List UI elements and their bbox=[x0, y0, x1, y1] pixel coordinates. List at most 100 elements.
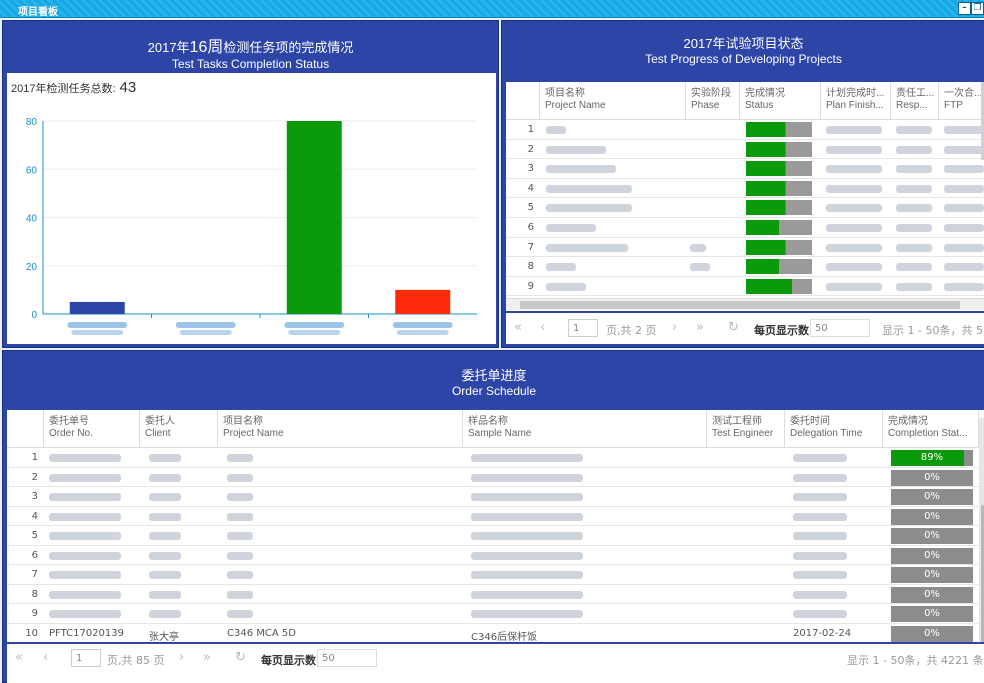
redacted-cell bbox=[49, 512, 121, 521]
table-row[interactable]: 2 bbox=[506, 140, 984, 160]
tasks-chart-area: 2017年检测任务总数: 43 0 20 40 60 80 bbox=[7, 73, 496, 344]
table-row[interactable]: 9 bbox=[506, 277, 984, 297]
col-project-name[interactable]: 项目名称 Project Name bbox=[540, 82, 686, 120]
order-panel-title-en: Order Schedule bbox=[451, 384, 537, 398]
progress-panel: 2017年试验项目状态 Test Progress of Developing … bbox=[501, 20, 984, 348]
table-row[interactable]: 2 0% bbox=[7, 468, 984, 488]
completion-progress-bar: 0% bbox=[891, 606, 973, 622]
col-order-no[interactable]: 委托单号 Order No. bbox=[44, 410, 140, 448]
redacted-cell bbox=[944, 243, 984, 252]
row-number: 5 bbox=[527, 202, 534, 214]
completion-percent: 0% bbox=[924, 510, 940, 522]
redacted-cell bbox=[149, 454, 181, 462]
table-row[interactable]: 1 89% bbox=[7, 448, 984, 468]
bar[interactable] bbox=[395, 289, 451, 314]
redacted-cell bbox=[471, 454, 583, 462]
completion-progress-bar: 0% bbox=[891, 508, 973, 525]
completion-progress-bar: 0% bbox=[891, 547, 973, 564]
prev-page-icon[interactable]: ‹ bbox=[43, 650, 49, 665]
redacted-cell bbox=[896, 243, 932, 252]
completion-progress-bar: 0% bbox=[891, 567, 973, 583]
last-page-icon[interactable]: » bbox=[696, 320, 704, 335]
bar[interactable] bbox=[286, 121, 342, 314]
col-phase[interactable]: 实验阶段 Phase bbox=[686, 82, 740, 120]
col-ftp[interactable]: 一次合... FTP bbox=[939, 82, 984, 120]
redacted-cell bbox=[793, 551, 847, 560]
redacted-cell bbox=[944, 184, 984, 193]
table-row[interactable]: 8 bbox=[506, 257, 984, 277]
cell-sample: C346后保杆饭 bbox=[471, 631, 538, 643]
redacted-project-name bbox=[546, 126, 566, 134]
redacted-cell bbox=[49, 454, 121, 462]
table-row[interactable]: 3 bbox=[506, 159, 984, 179]
first-page-icon[interactable]: « bbox=[514, 320, 522, 335]
redacted-project-name bbox=[546, 263, 576, 272]
minimize-icon[interactable]: – bbox=[958, 2, 971, 15]
pager-summary: 显示 1 - 50条，共 4221 条 bbox=[847, 654, 984, 667]
page-number-input[interactable]: 1 bbox=[568, 319, 598, 337]
refresh-icon[interactable]: ↻ bbox=[235, 650, 246, 665]
status-progress-bar bbox=[746, 161, 812, 177]
task-total-value: 43 bbox=[119, 79, 137, 96]
col-sample-name[interactable]: 样品名称 Sample Name bbox=[463, 410, 707, 448]
redacted-cell bbox=[896, 224, 932, 232]
redacted-cell bbox=[149, 473, 181, 482]
progress-hscrollbar[interactable] bbox=[506, 298, 984, 310]
redacted-cell bbox=[149, 590, 181, 599]
prev-page-icon[interactable]: ‹ bbox=[540, 320, 546, 335]
status-progress-bar bbox=[746, 278, 812, 294]
next-page-icon[interactable]: › bbox=[179, 650, 185, 665]
col-status[interactable]: 完成情况 Status bbox=[740, 82, 821, 120]
redacted-cell bbox=[49, 532, 121, 540]
page-number-input[interactable]: 1 bbox=[71, 649, 101, 667]
table-row[interactable]: 5 0% bbox=[7, 526, 984, 546]
next-page-icon[interactable]: › bbox=[672, 320, 678, 335]
col-client[interactable]: 委托人 Client bbox=[140, 410, 218, 448]
progress-vscroll-thumb[interactable] bbox=[981, 82, 984, 160]
completion-progress-bar: 0% bbox=[891, 469, 973, 486]
col-project-name[interactable]: 项目名称 Project Name bbox=[218, 410, 463, 448]
table-row[interactable]: 5 bbox=[506, 198, 984, 218]
table-row[interactable]: 6 0% bbox=[7, 546, 984, 566]
table-row[interactable]: 4 0% bbox=[7, 507, 984, 527]
table-row[interactable]: 1 bbox=[506, 120, 984, 140]
last-page-icon[interactable]: » bbox=[203, 650, 211, 665]
order-grid-header: 委托单号 Order No. 委托人 Client 项目名称 Project Name… bbox=[7, 410, 984, 448]
col-delegation-time[interactable]: 委托时间 Delegation Time bbox=[785, 410, 883, 448]
page-size-input[interactable]: 50 bbox=[317, 649, 377, 667]
table-row[interactable]: 10 PFTC17020139 张大亭 C346 MCA 5D C346后保杆饭 2017… bbox=[7, 624, 984, 643]
restore-icon[interactable]: ❐ bbox=[971, 2, 984, 15]
row-number: 7 bbox=[31, 569, 38, 580]
col-test-engineer[interactable]: 测试工程师 Test Engineer bbox=[707, 410, 785, 448]
table-row[interactable]: 7 0% bbox=[7, 565, 984, 585]
progress-hscroll-thumb[interactable] bbox=[520, 301, 960, 309]
table-row[interactable]: 3 0% bbox=[7, 487, 984, 507]
tasks-panel-title-zh: 2017年16周检测任务项的完成情况 bbox=[147, 39, 354, 56]
col-plan-finish[interactable]: 计划完成时... Plan Finish... bbox=[821, 82, 891, 120]
order-panel-title-zh: 委托单进度 bbox=[461, 368, 527, 383]
redacted-cell bbox=[227, 590, 253, 599]
bar[interactable] bbox=[69, 301, 125, 314]
refresh-icon[interactable]: ↻ bbox=[728, 320, 739, 335]
table-row[interactable]: 9 0% bbox=[7, 604, 984, 624]
redacted-cell bbox=[471, 512, 583, 521]
order-pager: « ‹ 1 页,共 85 页 › » ↻ 每页显示数: 50 显示 1 - 50… bbox=[7, 646, 984, 672]
first-page-icon[interactable]: « bbox=[15, 650, 23, 665]
table-row[interactable]: 6 bbox=[506, 218, 984, 238]
table-row[interactable]: 7 bbox=[506, 238, 984, 258]
col-completion-status[interactable]: 完成情况 Completion Stat... bbox=[883, 410, 979, 448]
window-titlebar: 项目看板 – ❐ bbox=[0, 0, 984, 18]
order-vscroll-thumb[interactable] bbox=[981, 505, 984, 642]
order-panel-header: 委托单进度 Order Schedule bbox=[3, 351, 984, 398]
page-size-input[interactable]: 50 bbox=[810, 319, 870, 337]
redacted-cell bbox=[149, 493, 181, 501]
progress-grid: 项目名称 Project Name 实验阶段 Phase 完成情况 Status 计划… bbox=[506, 82, 984, 311]
row-number: 8 bbox=[527, 261, 534, 273]
progress-panel-title-zh: 2017年试验项目状态 bbox=[683, 36, 804, 51]
redacted-project-name bbox=[546, 204, 632, 213]
col-responsible[interactable]: 责任工... Resp... bbox=[891, 82, 939, 120]
table-row[interactable]: 4 bbox=[506, 179, 984, 199]
table-row[interactable]: 8 0% bbox=[7, 585, 984, 605]
redacted-cell bbox=[826, 224, 882, 232]
progress-panel-title-en: Test Progress of Developing Projects bbox=[645, 52, 842, 66]
